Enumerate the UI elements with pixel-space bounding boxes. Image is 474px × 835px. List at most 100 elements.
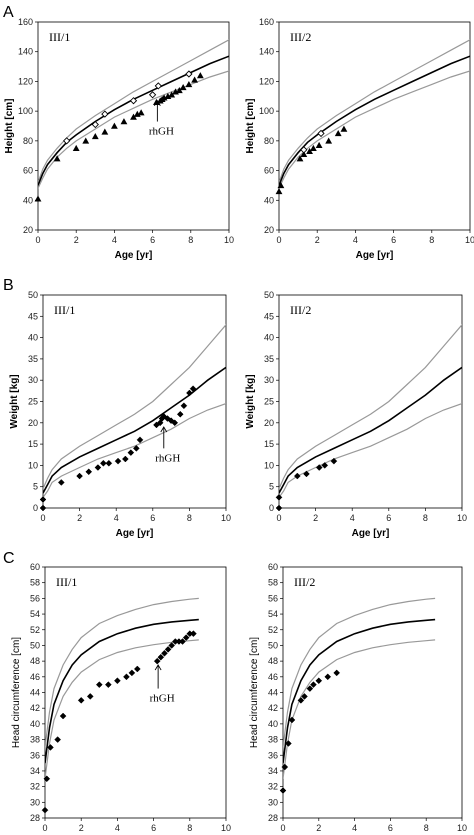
y-tick-label: 25: [264, 397, 274, 407]
y-tick-label: 120: [18, 76, 33, 86]
series-observed: [279, 669, 341, 794]
x-tick-label: 2: [313, 513, 318, 523]
y-tick-label: 52: [268, 625, 278, 635]
reference-curve-upper: [279, 39, 470, 183]
data-point-open-diamond: [91, 120, 99, 129]
data-point-triangle: [334, 130, 342, 137]
x-tick-label: 0: [276, 513, 281, 523]
y-tick-label: 46: [30, 672, 40, 682]
data-point-triangle: [275, 187, 283, 195]
data-point-diamond: [95, 681, 103, 689]
data-point-diamond: [127, 449, 135, 456]
reference-curve-upper: [38, 39, 229, 183]
data-point-diamond: [121, 455, 129, 463]
y-tick-label: 160: [259, 17, 274, 27]
y-tick-label: 100: [18, 106, 33, 116]
data-point-diamond: [293, 472, 301, 480]
y-tick-label: 44: [30, 688, 40, 698]
reference-curve-mean: [283, 618, 436, 764]
data-point-open-diamond: [129, 97, 138, 105]
y-tick-label: 80: [23, 136, 33, 146]
data-point-diamond: [281, 763, 289, 771]
data-point-triangle: [179, 83, 187, 91]
y-axis-label: Height [cm]: [4, 99, 15, 154]
reference-curve-mean: [279, 55, 470, 186]
y-tick-label: 56: [268, 593, 278, 603]
reference-curve-lower: [279, 70, 470, 189]
data-point-open-diamond: [300, 146, 308, 154]
reference-curve-upper: [283, 597, 436, 748]
panel-letter: A: [3, 4, 14, 21]
panel-title: III/2: [290, 30, 311, 44]
x-tick-label: 0: [42, 823, 47, 833]
data-point-diamond: [171, 419, 179, 427]
x-tick-label: 6: [151, 823, 156, 833]
annotation-arrowhead: [154, 664, 162, 671]
reference-curve-upper: [279, 323, 462, 490]
data-point-triangle: [53, 155, 61, 162]
data-point-diamond: [47, 744, 54, 751]
y-tick-label: 60: [268, 562, 278, 572]
reference-curve-upper: [43, 323, 226, 490]
y-tick-label: 50: [30, 640, 40, 650]
data-point-triangle: [309, 144, 317, 152]
data-point-diamond: [324, 673, 332, 681]
y-tick-label: 30: [30, 797, 40, 807]
x-tick-label: 4: [352, 823, 357, 833]
data-point-triangle: [82, 137, 90, 144]
chart-panel-3: B 0 5 10 15 20 25 30 35 40 45 50 0 2 4 6 8 10 Age [yr] Weig…: [3, 277, 231, 539]
panel-title: III/1: [49, 30, 70, 44]
data-point-triangle: [91, 133, 99, 140]
reference-curve-mean: [45, 618, 199, 764]
panel-letter: B: [3, 277, 14, 294]
data-point-diamond: [57, 479, 65, 486]
x-tick-label: 0: [276, 235, 281, 245]
panel-title: III/2: [290, 303, 311, 317]
data-point-diamond: [297, 696, 305, 704]
y-tick-label: 30: [28, 375, 38, 385]
x-tick-label: 10: [224, 235, 234, 245]
x-tick-label: 4: [350, 513, 355, 523]
data-point-triangle: [185, 81, 193, 88]
data-point-triangle: [137, 109, 145, 116]
y-tick-label: 50: [268, 640, 278, 650]
data-point-diamond: [279, 787, 287, 794]
y-tick-label: 44: [268, 688, 278, 698]
plot-frame: [44, 566, 227, 819]
y-tick-label: 15: [28, 439, 38, 449]
x-tick-label: 2: [315, 235, 320, 245]
y-tick-label: 52: [30, 625, 40, 635]
reference-curve-lower: [38, 70, 229, 189]
y-tick-label: 48: [30, 656, 40, 666]
plot-frame: [37, 21, 230, 231]
x-tick-label: 10: [221, 513, 231, 523]
y-tick-label: 46: [268, 672, 278, 682]
data-point-diamond: [59, 712, 67, 720]
data-point-diamond: [104, 681, 112, 689]
y-tick-label: 40: [23, 195, 33, 205]
data-point-diamond: [176, 410, 184, 418]
data-point-triangle: [175, 86, 183, 94]
y-tick-label: 15: [264, 439, 274, 449]
y-tick-label: 140: [259, 47, 274, 57]
data-point-diamond: [39, 496, 47, 503]
panel-title: III/1: [54, 303, 75, 317]
reference-curve-mean: [279, 366, 462, 494]
panel-title: III/1: [56, 575, 77, 589]
x-tick-label: 10: [457, 823, 467, 833]
data-point-triangle: [168, 91, 176, 98]
y-axis-label: Head circumference [cm]: [249, 637, 260, 748]
y-tick-label: 20: [264, 418, 274, 428]
x-tick-label: 8: [187, 823, 192, 833]
annotation-arrowhead: [160, 426, 168, 433]
data-point-diamond: [132, 445, 140, 452]
y-tick-label: 58: [268, 578, 278, 588]
data-point-triangle: [196, 72, 204, 79]
series-observed-filled: [275, 125, 348, 195]
data-point-triangle: [306, 147, 313, 154]
y-tick-label: 42: [30, 703, 40, 713]
y-tick-label: 35: [264, 354, 274, 364]
plot-frame: [282, 566, 463, 819]
x-tick-label: 6: [386, 513, 391, 523]
